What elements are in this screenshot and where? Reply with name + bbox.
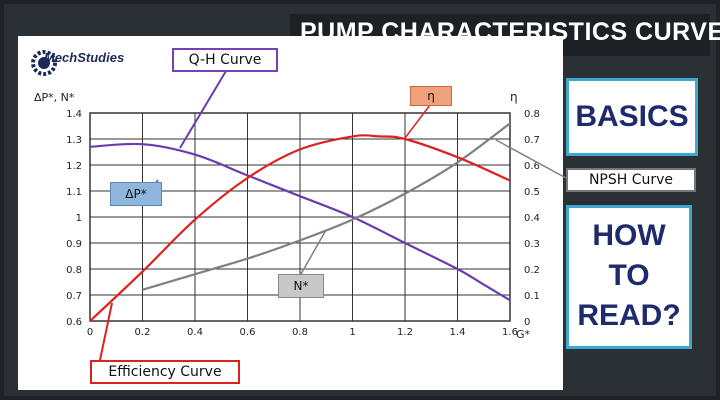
y-right-tick-label: 0.8 [524, 109, 540, 120]
x-tick-label: 1.6 [502, 327, 518, 338]
x-tick-label: 0.2 [135, 327, 151, 338]
y-left-tick-label: 1.3 [66, 135, 82, 146]
y-right-tick-label: 0.5 [524, 187, 540, 198]
x-tick-label: 0 [87, 327, 93, 338]
x-tick-label: 1.2 [397, 327, 413, 338]
x-tick-label: 0.6 [240, 327, 256, 338]
y-left-tick-label: 0.9 [66, 239, 82, 250]
npsh-leader-line [495, 139, 567, 179]
how-to-read-line-3: READ? [577, 299, 681, 332]
chart-ticks: 0 0.2 0.4 0.6 0.8 1 1.2 1.4 1.6 0.6 0.7 0.8 0.9 1 1.1 1… [66, 109, 540, 338]
chart-grid [89, 112, 511, 322]
y-right-tick-label: 0.4 [524, 213, 540, 224]
y-right-tick-label: 0 [524, 317, 530, 328]
x-axis-label: G* [516, 328, 531, 341]
gear-logo-icon [31, 50, 57, 76]
dp-series-tag: ΔP* [110, 182, 162, 206]
y-left-tick-label: 1.1 [66, 187, 82, 198]
npsh-curve-callout: NPSH Curve [566, 168, 696, 192]
series-line-npsh [142, 122, 511, 291]
y-right-tick-label: 0.3 [524, 239, 540, 250]
y-right-tick-label: 0.6 [524, 161, 540, 172]
basics-box: BASICS [566, 78, 698, 156]
y-left-tick-label: 1 [76, 213, 82, 224]
how-to-read-line-2: TO [608, 259, 650, 292]
y-right-tick-label: 0.1 [524, 291, 540, 302]
n-leader-line [300, 229, 327, 275]
y-left-tick-label: 1.2 [66, 161, 82, 172]
eta-series-tag: η [410, 86, 452, 106]
y-left-tick-label: 0.8 [66, 265, 82, 276]
x-tick-label: 1.4 [450, 327, 466, 338]
chart-leader-lines [99, 70, 567, 361]
efficiency-leader-line [99, 302, 113, 361]
x-tick-label: 0.4 [187, 327, 203, 338]
y-left-tick-label: 0.6 [66, 317, 82, 328]
y-left-tick-label: 1.4 [66, 109, 82, 120]
y-right-tick-label: 0.7 [524, 135, 540, 146]
how-to-read-box: HOW TO READ? [566, 205, 692, 349]
efficiency-curve-callout: Efficiency Curve [90, 360, 240, 384]
logo-text: MechStudies [44, 50, 125, 65]
chart-panel [18, 36, 563, 390]
how-to-read-line-1: HOW [592, 219, 666, 252]
series-line-efficiency [89, 134, 511, 322]
y-right-tick-label: 0.2 [524, 265, 540, 276]
y-left-tick-label: 0.7 [66, 291, 82, 302]
x-tick-label: 0.8 [292, 327, 308, 338]
y-axis-label-right: η [510, 90, 518, 104]
series-line-head [89, 142, 511, 302]
qh-curve-callout: Q-H Curve [172, 48, 278, 72]
chart-series [89, 122, 511, 322]
eta-leader-line [404, 104, 431, 139]
y-axis-label-left: ΔP*, N* [34, 91, 75, 104]
x-tick-label: 1 [349, 327, 355, 338]
n-series-tag: N* [278, 274, 324, 298]
qh-leader-line [179, 70, 227, 149]
